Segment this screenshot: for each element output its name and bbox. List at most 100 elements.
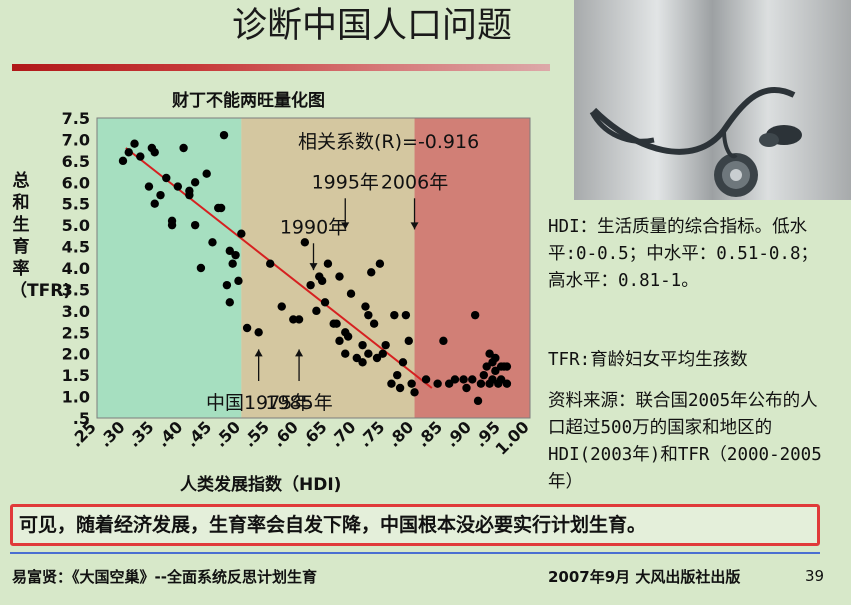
y-tick-label: 4.0 [62, 259, 90, 278]
data-point [375, 259, 385, 268]
data-point [439, 336, 448, 346]
data-point [407, 379, 416, 388]
data-point [468, 375, 477, 384]
data-point [219, 130, 229, 140]
x-tick-label: .30 [95, 417, 128, 450]
page-number: 39 [805, 567, 825, 585]
x-tick-label: .60 [268, 417, 301, 450]
data-point [315, 272, 324, 281]
hdi-zone-1 [241, 118, 415, 418]
data-point [167, 216, 177, 226]
data-point [179, 143, 188, 153]
data-point [228, 259, 237, 268]
data-point [433, 379, 442, 388]
hdi-zone-2 [414, 118, 530, 418]
data-point [190, 178, 200, 187]
data-point [225, 246, 234, 256]
data-point [173, 182, 183, 191]
data-point [378, 349, 387, 358]
data-point [294, 315, 304, 324]
data-point [242, 323, 252, 333]
data-point [346, 289, 356, 298]
data-point [144, 182, 154, 191]
data-point [341, 328, 350, 337]
x-tick-label: .85 [413, 417, 446, 450]
data-point [317, 276, 327, 286]
x-tick-label: .35 [124, 417, 157, 450]
annotation-arrow-head [295, 349, 304, 357]
data-point [214, 203, 223, 213]
hdi-zone-0 [97, 118, 242, 418]
data-point [459, 375, 468, 384]
x-tick-label: .90 [442, 417, 475, 450]
data-point [343, 332, 353, 341]
data-point [234, 276, 243, 286]
y-tick-label: 5.0 [62, 216, 90, 235]
data-point [231, 250, 240, 260]
data-point [222, 280, 232, 290]
data-point [364, 349, 373, 358]
annotation-arrow-head [254, 349, 263, 357]
data-point [124, 148, 133, 157]
footer-rule [10, 552, 820, 554]
data-point [237, 229, 246, 238]
y-tick-label: 2.5 [62, 323, 90, 342]
y-tick-label: 1.5 [62, 366, 90, 385]
footer-publication: 2007年9月 大风出版社出版 [548, 568, 741, 586]
data-point [390, 310, 399, 320]
data-point [372, 353, 382, 363]
year-annotation: 中国1975年 [206, 392, 311, 414]
data-point [361, 302, 370, 311]
correlation-label: 相关系数(R)=-0.916 [298, 131, 479, 153]
hdi-note: HDI：生活质量的综合指标。低水平:0-0.5；中水平：0.51-0.8；高水平… [548, 217, 819, 291]
data-point [320, 298, 330, 307]
x-tick-label: .75 [355, 417, 388, 450]
data-point [488, 375, 497, 384]
data-point [502, 362, 512, 371]
y-tick-label: 4.5 [62, 238, 90, 257]
data-point [190, 220, 200, 230]
data-point [462, 383, 471, 393]
data-point [496, 362, 506, 371]
data-point [395, 383, 405, 393]
data-point [335, 336, 344, 346]
data-point [444, 379, 454, 388]
stethoscope-photo [574, 0, 851, 200]
y-tick-label: 1.0 [62, 388, 90, 407]
chart-title: 财丁不能两旺量化图 [172, 91, 325, 111]
data-point [491, 353, 500, 363]
data-point [196, 263, 206, 273]
data-point [410, 388, 419, 397]
y-tick-label: 5.5 [62, 195, 90, 214]
data-point [381, 340, 390, 350]
data-point [312, 306, 321, 316]
data-point [118, 156, 128, 166]
x-tick-label: 1.00 [491, 417, 532, 458]
data-point [225, 298, 234, 307]
annotation-arrow-head [309, 263, 318, 271]
data-point [404, 336, 413, 346]
source-note: 资料来源：联合国2005年公布的人口超过500万的国家和地区的HDI(2003年… [548, 391, 822, 492]
data-point [488, 358, 497, 367]
y-tick-label: 6.0 [62, 173, 90, 192]
data-point [499, 362, 509, 371]
data-point [476, 379, 486, 388]
data-point [147, 143, 157, 153]
chart-y-axis-label: 总和生育率（TFR) [10, 171, 72, 301]
data-point [479, 370, 489, 380]
data-point [277, 302, 286, 311]
x-tick-label: .55 [240, 417, 273, 450]
conclusion-box: 可见，随着经济发展，生育率会自发下降，中国根本没必要实行计划生育。 [10, 504, 820, 546]
annotation-arrow-head [410, 222, 419, 230]
data-point [502, 379, 512, 388]
chart-x-axis-label: 人类发展指数（HDI) [180, 475, 342, 495]
data-point [306, 280, 315, 290]
data-point [300, 238, 310, 247]
regression-trend-line [125, 147, 433, 389]
data-point [185, 186, 194, 196]
data-point [470, 310, 480, 320]
year-annotation: 1990年 [280, 216, 347, 238]
data-point [208, 238, 217, 247]
data-point [150, 148, 159, 157]
footer-citation: 易富贤：《大国空巢》--全面系统反思计划生育 [12, 568, 317, 586]
